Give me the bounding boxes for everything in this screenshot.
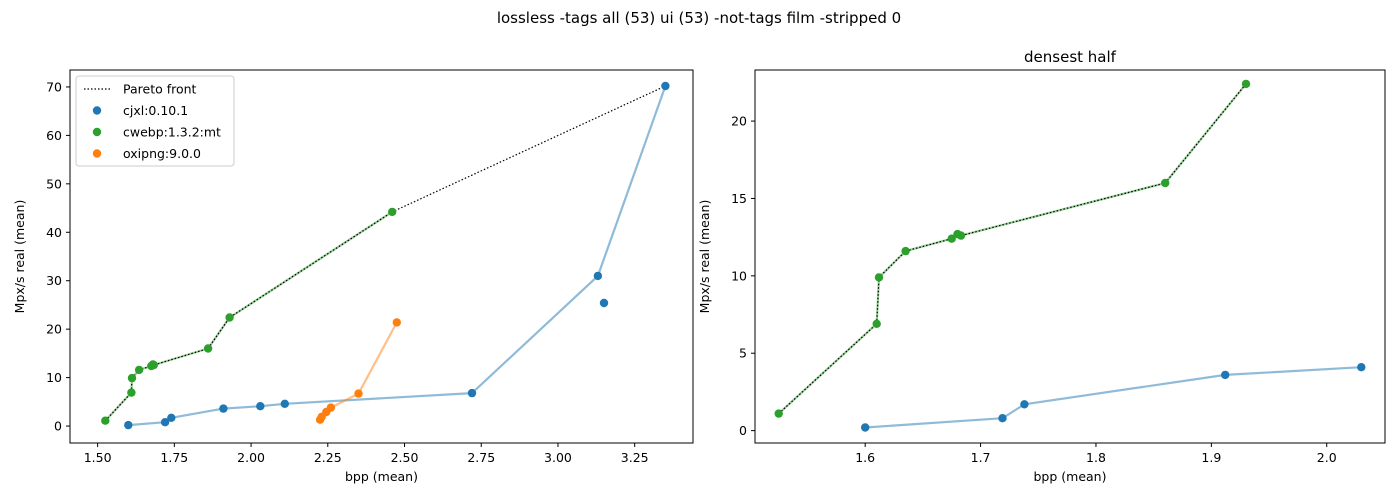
right-panel: densest half 1.6 1.7 1.8 1.9 2.0 0 5 10 15 20 bpp… [697,48,1386,484]
right-x-tick-label: 1.8 [1086,450,1106,465]
left-point-cjxl [467,388,477,398]
left-x-tick-label: 2.25 [314,450,342,465]
right-plot-frame [754,69,1386,444]
right-x-tick-label: 1.7 [971,450,991,465]
left-y-tick-label: 20 [46,322,62,337]
legend-entry-label: Pareto front [123,82,197,97]
left-pareto-front-line [104,85,666,422]
right-series-line-cjxl [865,366,1362,429]
right-y-tick-label: 20 [731,114,747,129]
right-point-cjxl [1020,400,1029,409]
left-point-cwebp [127,373,137,383]
left-point-oxipng [392,318,401,327]
right-point-cwebp [956,231,966,240]
left-y-tick-label: 10 [46,370,62,385]
left-point-cwebp [127,388,136,397]
right-x-tick-label: 2.0 [1317,450,1337,465]
right-point-cwebp [947,234,956,243]
left-point-cwebp [203,344,213,353]
left-y-tick-label: 0 [54,419,62,434]
left-panel: 1.50 1.75 2.00 2.25 2.50 2.75 3.00 3.25 0 10 20 30 4… [12,69,694,484]
legend-entry-label: cjxl:0.10.1 [123,103,188,118]
right-x-axis-label: bpp (mean) [1034,469,1107,484]
right-x-tick-label: 1.6 [855,450,875,465]
figure-suptitle: lossless -tags all (53) ui (53) -not-tag… [497,9,901,27]
right-point-cjxl [861,423,870,432]
left-point-cjxl [599,298,609,308]
right-x-tick-label: 1.9 [1201,450,1221,465]
left-x-tick-label: 1.75 [160,450,188,465]
left-point-cjxl [593,271,603,281]
right-point-cwebp [872,319,881,328]
legend-oxipng-swatch [92,149,102,158]
legend-cjxl-swatch [92,106,102,115]
right-point-cjxl [1357,363,1366,372]
left-point-cjxl [167,413,176,422]
left-y-tick-label: 60 [46,128,62,143]
left-x-tick-label: 1.50 [84,450,112,465]
right-point-cwebp [1161,178,1170,188]
right-point-cwebp [774,409,783,418]
right-panel-title: densest half [1024,48,1117,66]
left-point-oxipng [354,389,363,398]
legend: Pareto front cjxl:0.10.1 cwebp:1.3.2:mt oxi… [75,75,235,167]
left-y-tick-label: 50 [46,176,62,191]
left-series-line-cwebp [104,210,393,422]
left-y-tick-label: 40 [46,225,62,240]
left-y-tick-label: 70 [46,79,62,94]
left-x-tick-label: 3.00 [544,450,572,465]
right-point-cwebp [1241,79,1251,89]
left-point-cwebp [388,207,397,217]
right-point-cwebp [874,273,884,282]
left-x-axis-label: bpp (mean) [345,469,418,484]
legend-entry-label: cwebp:1.3.2:mt [123,125,221,140]
left-point-cjxl [661,81,670,91]
left-x-tick-label: 2.00 [237,450,265,465]
right-point-cjxl [1221,370,1230,380]
right-pareto-front-line [778,83,1247,415]
left-point-cjxl [124,420,133,430]
right-y-tick-label: 10 [731,268,747,283]
right-point-cjxl [998,414,1007,423]
right-y-axis-label: Mpx/s real (mean) [697,200,712,314]
left-y-tick-label: 30 [46,273,62,288]
left-x-tick-label: 2.75 [467,450,495,465]
left-plot-frame [69,69,694,444]
legend-cwebp-swatch [92,127,102,137]
left-point-cwebp [149,360,158,370]
legend-box [75,75,235,167]
left-point-cjxl [219,404,228,413]
right-y-tick-label: 5 [739,346,747,361]
right-point-cwebp [901,246,910,256]
left-x-tick-label: 3.25 [621,450,649,465]
left-y-axis-label: Mpx/s real (mean) [12,200,27,314]
right-series-line-cwebp [777,83,1247,415]
left-point-cjxl [256,402,265,411]
left-point-cwebp [225,313,234,322]
left-point-cjxl [280,399,289,408]
left-x-tick-label: 2.50 [391,450,419,465]
right-y-tick-label: 15 [731,191,747,206]
left-point-oxipng [326,403,336,412]
left-point-cwebp [101,416,110,425]
left-point-cwebp [134,365,144,375]
legend-entry-label: oxipng:9.0.0 [123,146,201,161]
left-point-cjxl [160,418,170,427]
right-y-tick-label: 0 [739,423,747,438]
